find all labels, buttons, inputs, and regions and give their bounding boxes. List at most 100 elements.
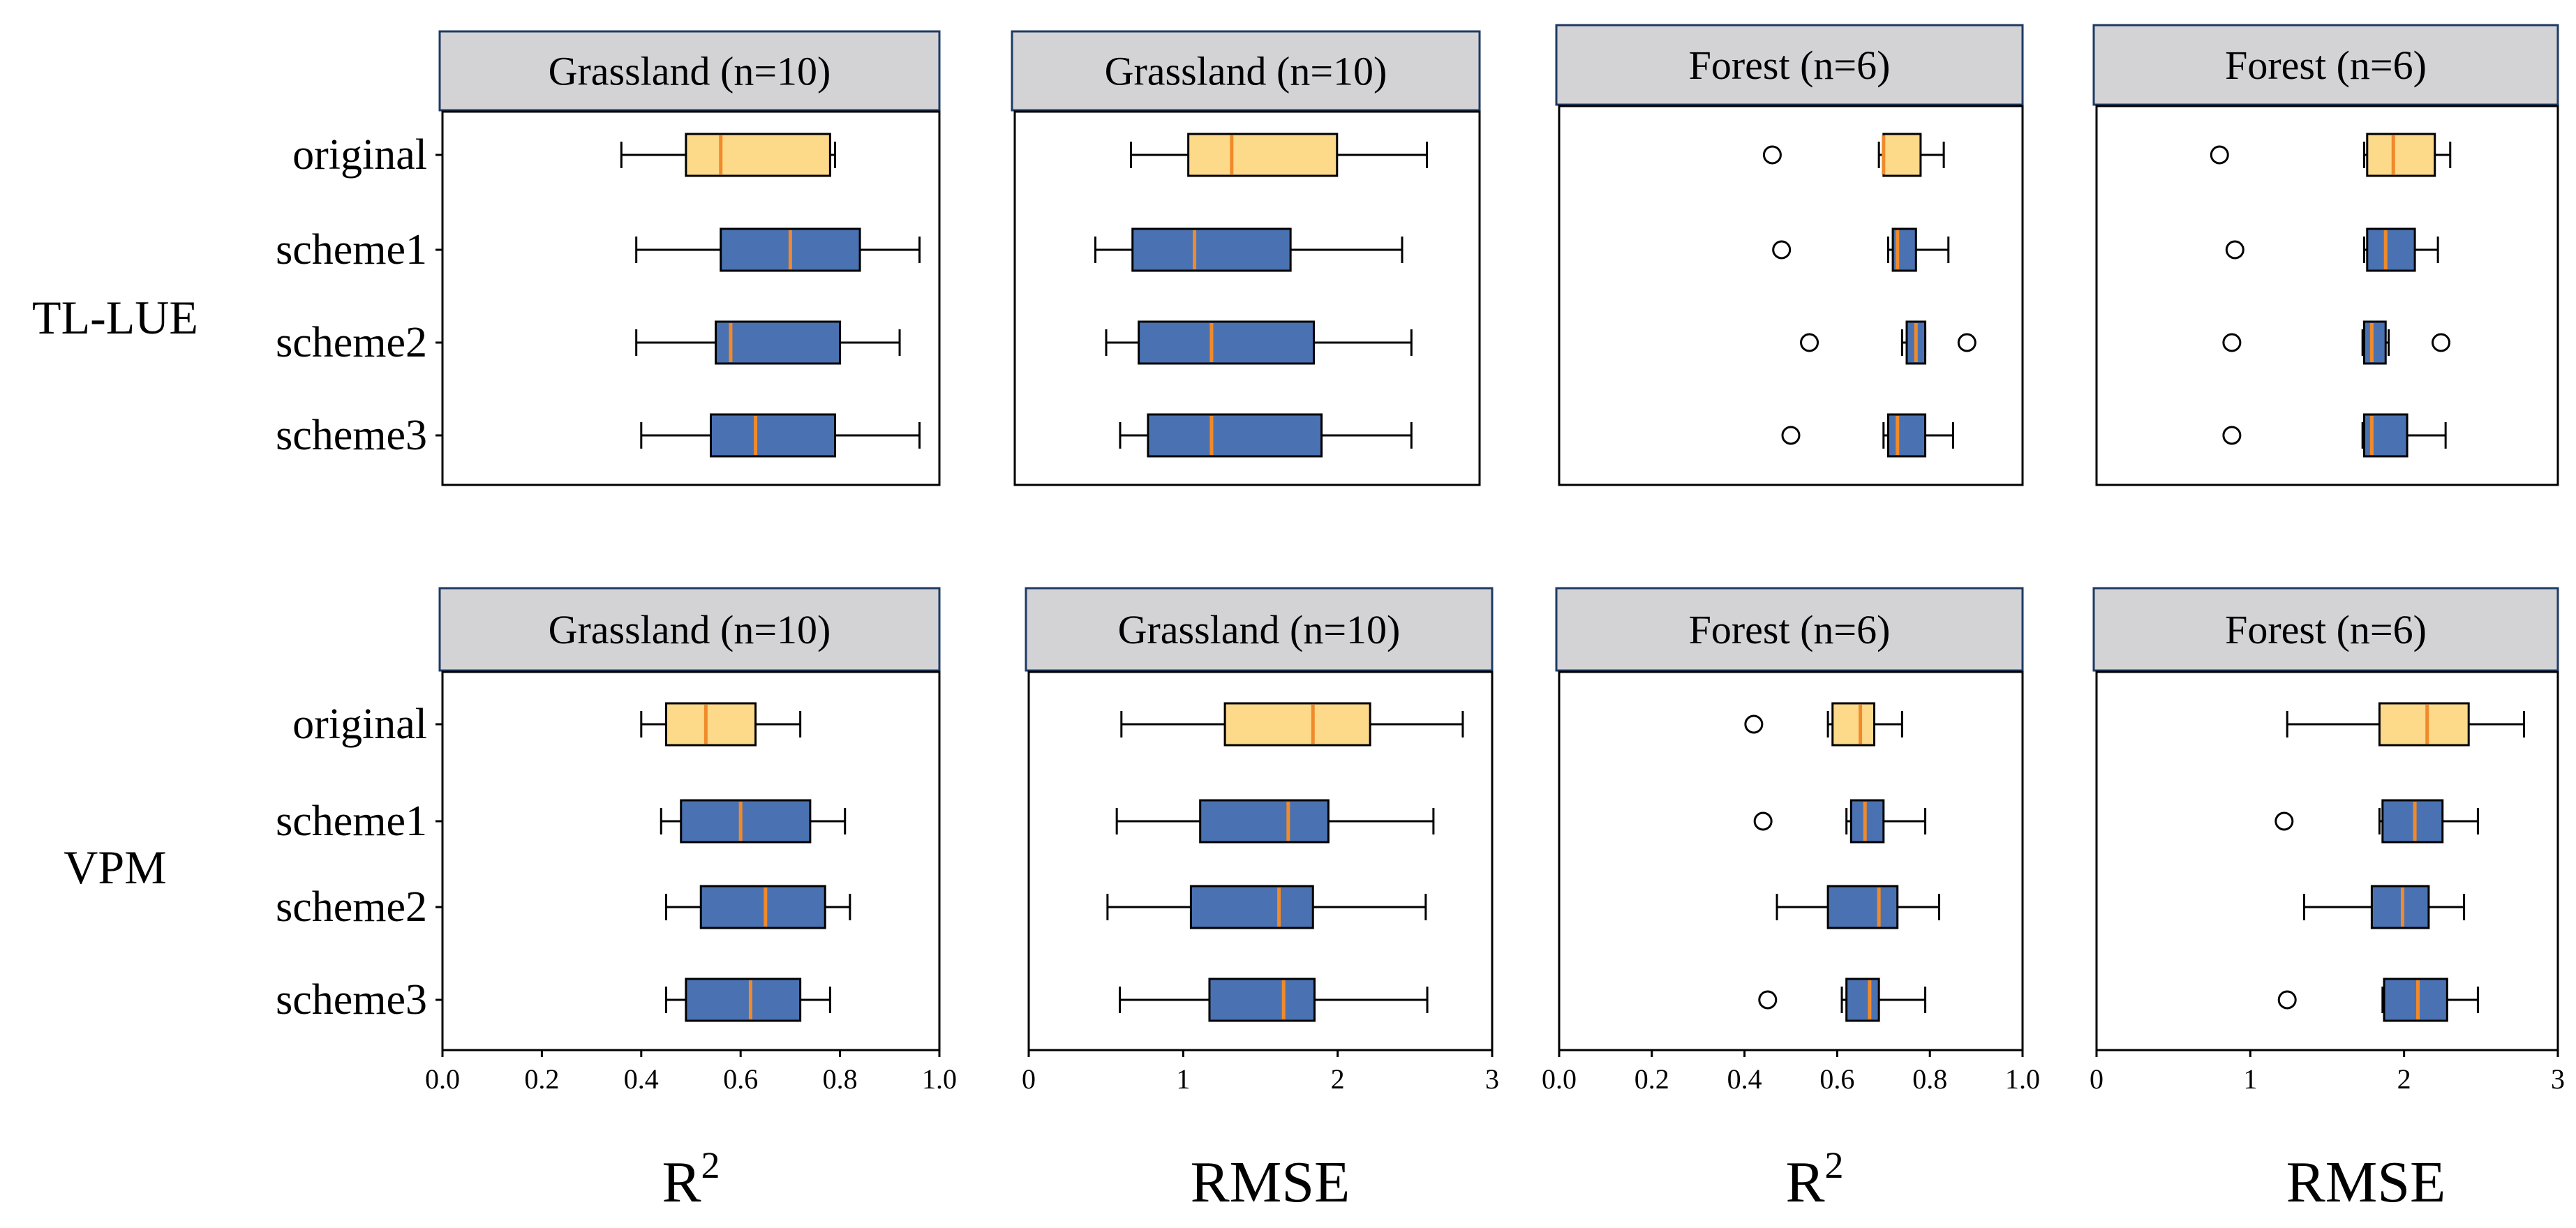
box-scheme3 (664, 978, 831, 1022)
box-scheme1 (1753, 799, 1927, 844)
box-iqr (1131, 227, 1292, 272)
x-tick-label: 0.0 (1542, 1063, 1577, 1095)
x-tick-label: 0.6 (723, 1063, 758, 1095)
box-iqr (709, 413, 836, 458)
box-scheme2 (2302, 885, 2466, 929)
x-tick-label: 0.8 (1912, 1063, 1947, 1095)
x-tick-label: 2 (2397, 1063, 2411, 1095)
panel-strip (438, 30, 941, 112)
bottom-title-2: RMSE (1191, 1150, 1350, 1215)
box-scheme2 (664, 885, 851, 929)
box-scheme2 (2222, 320, 2451, 365)
panel-4: Forest (n=6) (2092, 24, 2559, 486)
bottom-title-3-sup: 2 (1825, 1144, 1844, 1186)
x-tick-label: 0.2 (1635, 1063, 1669, 1095)
box-iqr (2381, 799, 2444, 844)
bottom-title-1: R2 (662, 1144, 720, 1215)
box-scheme2 (1800, 320, 1976, 365)
row-label-tl-lue: TL-LUE (32, 291, 198, 344)
panel-title: Forest (n=6) (1689, 607, 1891, 652)
x-tick-label: 0.4 (1727, 1063, 1762, 1095)
box-iqr (2366, 227, 2416, 272)
box-iqr (1826, 885, 1899, 929)
box-iqr (2383, 978, 2448, 1022)
outlier-point (1957, 333, 1976, 352)
panel-frame (2095, 671, 2559, 1051)
x-tick-label: 0 (1022, 1063, 1036, 1095)
box-scheme1 (635, 227, 921, 272)
box-iqr (1882, 133, 1922, 177)
category-label-scheme1: scheme1 (276, 226, 427, 274)
box-iqr (685, 133, 831, 177)
box-original (1120, 702, 1464, 747)
outlier-point (2275, 811, 2294, 831)
panel-title: Forest (n=6) (2225, 43, 2427, 88)
panel-frame (1558, 105, 2024, 486)
panel-title: Grassland (n=10) (549, 607, 831, 652)
panel-title: Grassland (n=10) (549, 49, 831, 94)
box-iqr (664, 702, 757, 747)
box-scheme1 (1094, 227, 1404, 272)
x-tick-label: 2 (1331, 1063, 1345, 1095)
panel-3: Forest (n=6) (1555, 24, 2024, 486)
box-scheme2 (1775, 885, 1940, 929)
panel-2: Grassland (n=10) (1011, 30, 1481, 486)
box-iqr (1199, 799, 1330, 844)
box-scheme3 (640, 413, 921, 458)
box-iqr (2362, 320, 2387, 365)
panel-title: Forest (n=6) (2225, 607, 2427, 652)
box-iqr (1886, 413, 1927, 458)
panels-layer: Grassland (n=10) original scheme1 scheme2 sc… (276, 24, 2565, 1095)
outlier-point (2210, 145, 2229, 165)
x-tick-label: 3 (2551, 1063, 2565, 1095)
box-scheme1 (1772, 227, 1950, 272)
outlier-point (1758, 990, 1778, 1010)
outlier-point (1762, 145, 1782, 165)
panel-title: Grassland (n=10) (1118, 607, 1401, 652)
panel-8: Forest (n=6) 0 1 2 3 (2090, 587, 2565, 1095)
x-tick-label: 3 (1485, 1063, 1499, 1095)
panel-strip (1011, 30, 1481, 112)
box-iqr (1189, 885, 1314, 929)
box-iqr (2370, 885, 2430, 929)
outlier-point (1781, 426, 1801, 445)
box-original (2210, 133, 2452, 177)
x-tick-label: 0.4 (624, 1063, 659, 1095)
box-original (2286, 702, 2526, 747)
outlier-point (1800, 333, 1819, 352)
bottom-title-4: RMSE (2286, 1150, 2446, 1215)
panel-strip (438, 587, 941, 672)
svg-text:R2: R2 (1785, 1144, 1843, 1215)
box-scheme2 (635, 320, 901, 365)
row-label-vpm: VPM (64, 841, 166, 894)
category-label-scheme2: scheme2 (276, 883, 427, 931)
bottom-title-1-sup: 2 (701, 1144, 720, 1186)
panel-strip (2092, 587, 2559, 672)
box-iqr (699, 885, 826, 929)
box-iqr (715, 320, 842, 365)
x-tick-label: 1 (1176, 1063, 1190, 1095)
panel-7: Forest (n=6) 0.0 0.2 0.4 0.6 0.8 1.0 (1542, 587, 2040, 1095)
panel-5: Grassland (n=10) original scheme1 scheme2 sc… (276, 587, 957, 1095)
panel-title: Forest (n=6) (1689, 43, 1891, 88)
x-tick-label: 0.0 (425, 1063, 460, 1095)
svg-text:R2: R2 (662, 1144, 720, 1215)
box-scheme3 (1119, 978, 1429, 1022)
panel-6: Grassland (n=10) 0 1 2 3 (1022, 587, 1499, 1095)
box-iqr (1223, 702, 1371, 747)
box-scheme3 (2277, 978, 2479, 1022)
x-tick-label: 0.6 (1819, 1063, 1854, 1095)
svg-text:RMSE: RMSE (2286, 1150, 2446, 1215)
outlier-point (2432, 333, 2451, 352)
x-tick-label: 0.2 (524, 1063, 559, 1095)
box-iqr (1845, 978, 1880, 1022)
category-label-scheme1: scheme1 (276, 798, 427, 845)
panel-strip (2092, 24, 2559, 106)
box-original (1744, 702, 1903, 747)
category-label-original: original (292, 131, 427, 179)
bottom-title-4-main: RMSE (2286, 1150, 2446, 1215)
box-iqr (1849, 799, 1885, 844)
panel-frame (1558, 671, 2024, 1051)
outlier-point (1753, 811, 1773, 831)
